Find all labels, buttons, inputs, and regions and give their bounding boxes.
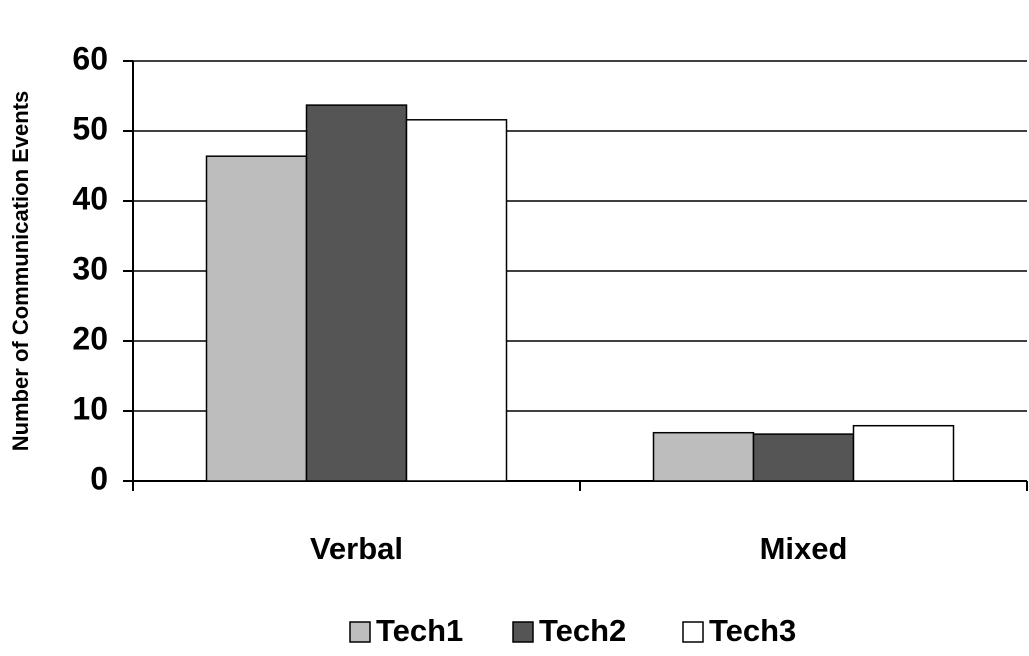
legend-swatch [349,621,371,643]
bar [652,431,755,482]
y-tick-label: 60 [72,40,108,76]
y-axis-label: Number of Communication Events [8,91,33,452]
x-tick-label: Verbal [310,531,403,566]
bar [752,433,855,482]
y-tick-label: 20 [72,320,108,356]
bar [305,104,408,482]
legend-swatch [512,621,534,643]
y-tick-label: 10 [72,390,108,426]
y-tick-label: 40 [72,180,108,216]
legend-label: Tech1 [376,613,463,648]
legend-label: Tech3 [709,613,796,648]
legend-label: Tech2 [539,613,626,648]
y-tick-label: 0 [90,460,108,496]
bar [852,424,955,482]
bar [405,119,508,482]
bar [205,155,308,482]
x-tick-label: Mixed [760,531,848,566]
y-tick-label: 30 [72,250,108,286]
legend-swatch [682,621,704,643]
y-tick-label: 50 [72,110,108,146]
